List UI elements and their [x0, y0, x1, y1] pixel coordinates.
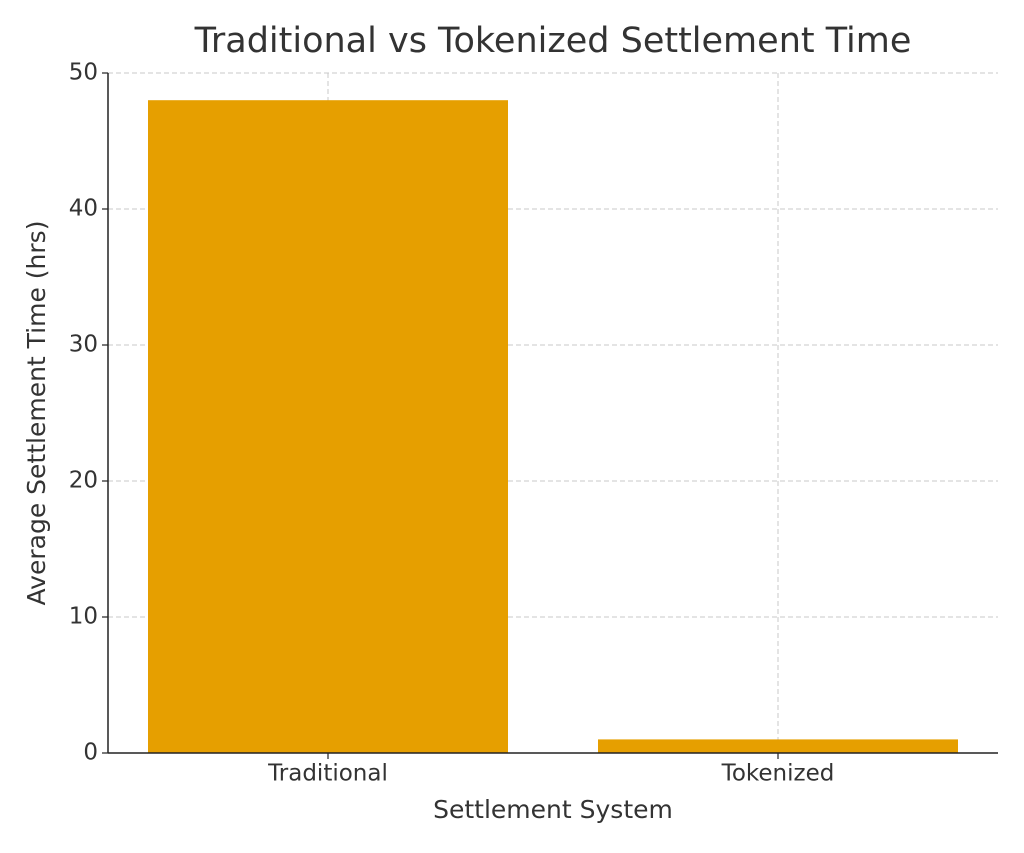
y-tick-label: 10 [69, 604, 98, 630]
x-tick-label: Tokenized [721, 761, 835, 787]
y-axis-label: Average Settlement Time (hrs) [22, 221, 51, 606]
x-axis-label: Settlement System [433, 795, 673, 824]
x-tick-label: Traditional [267, 761, 388, 787]
chart-title: Traditional vs Tokenized Settlement Time [194, 21, 912, 61]
y-tick-label: 50 [69, 60, 98, 86]
y-tick-label: 0 [83, 740, 98, 766]
y-tick-label: 30 [69, 332, 98, 358]
y-tick-label: 20 [69, 468, 98, 494]
bar [598, 739, 958, 753]
y-tick-label: 40 [69, 196, 98, 222]
bar [148, 100, 508, 753]
